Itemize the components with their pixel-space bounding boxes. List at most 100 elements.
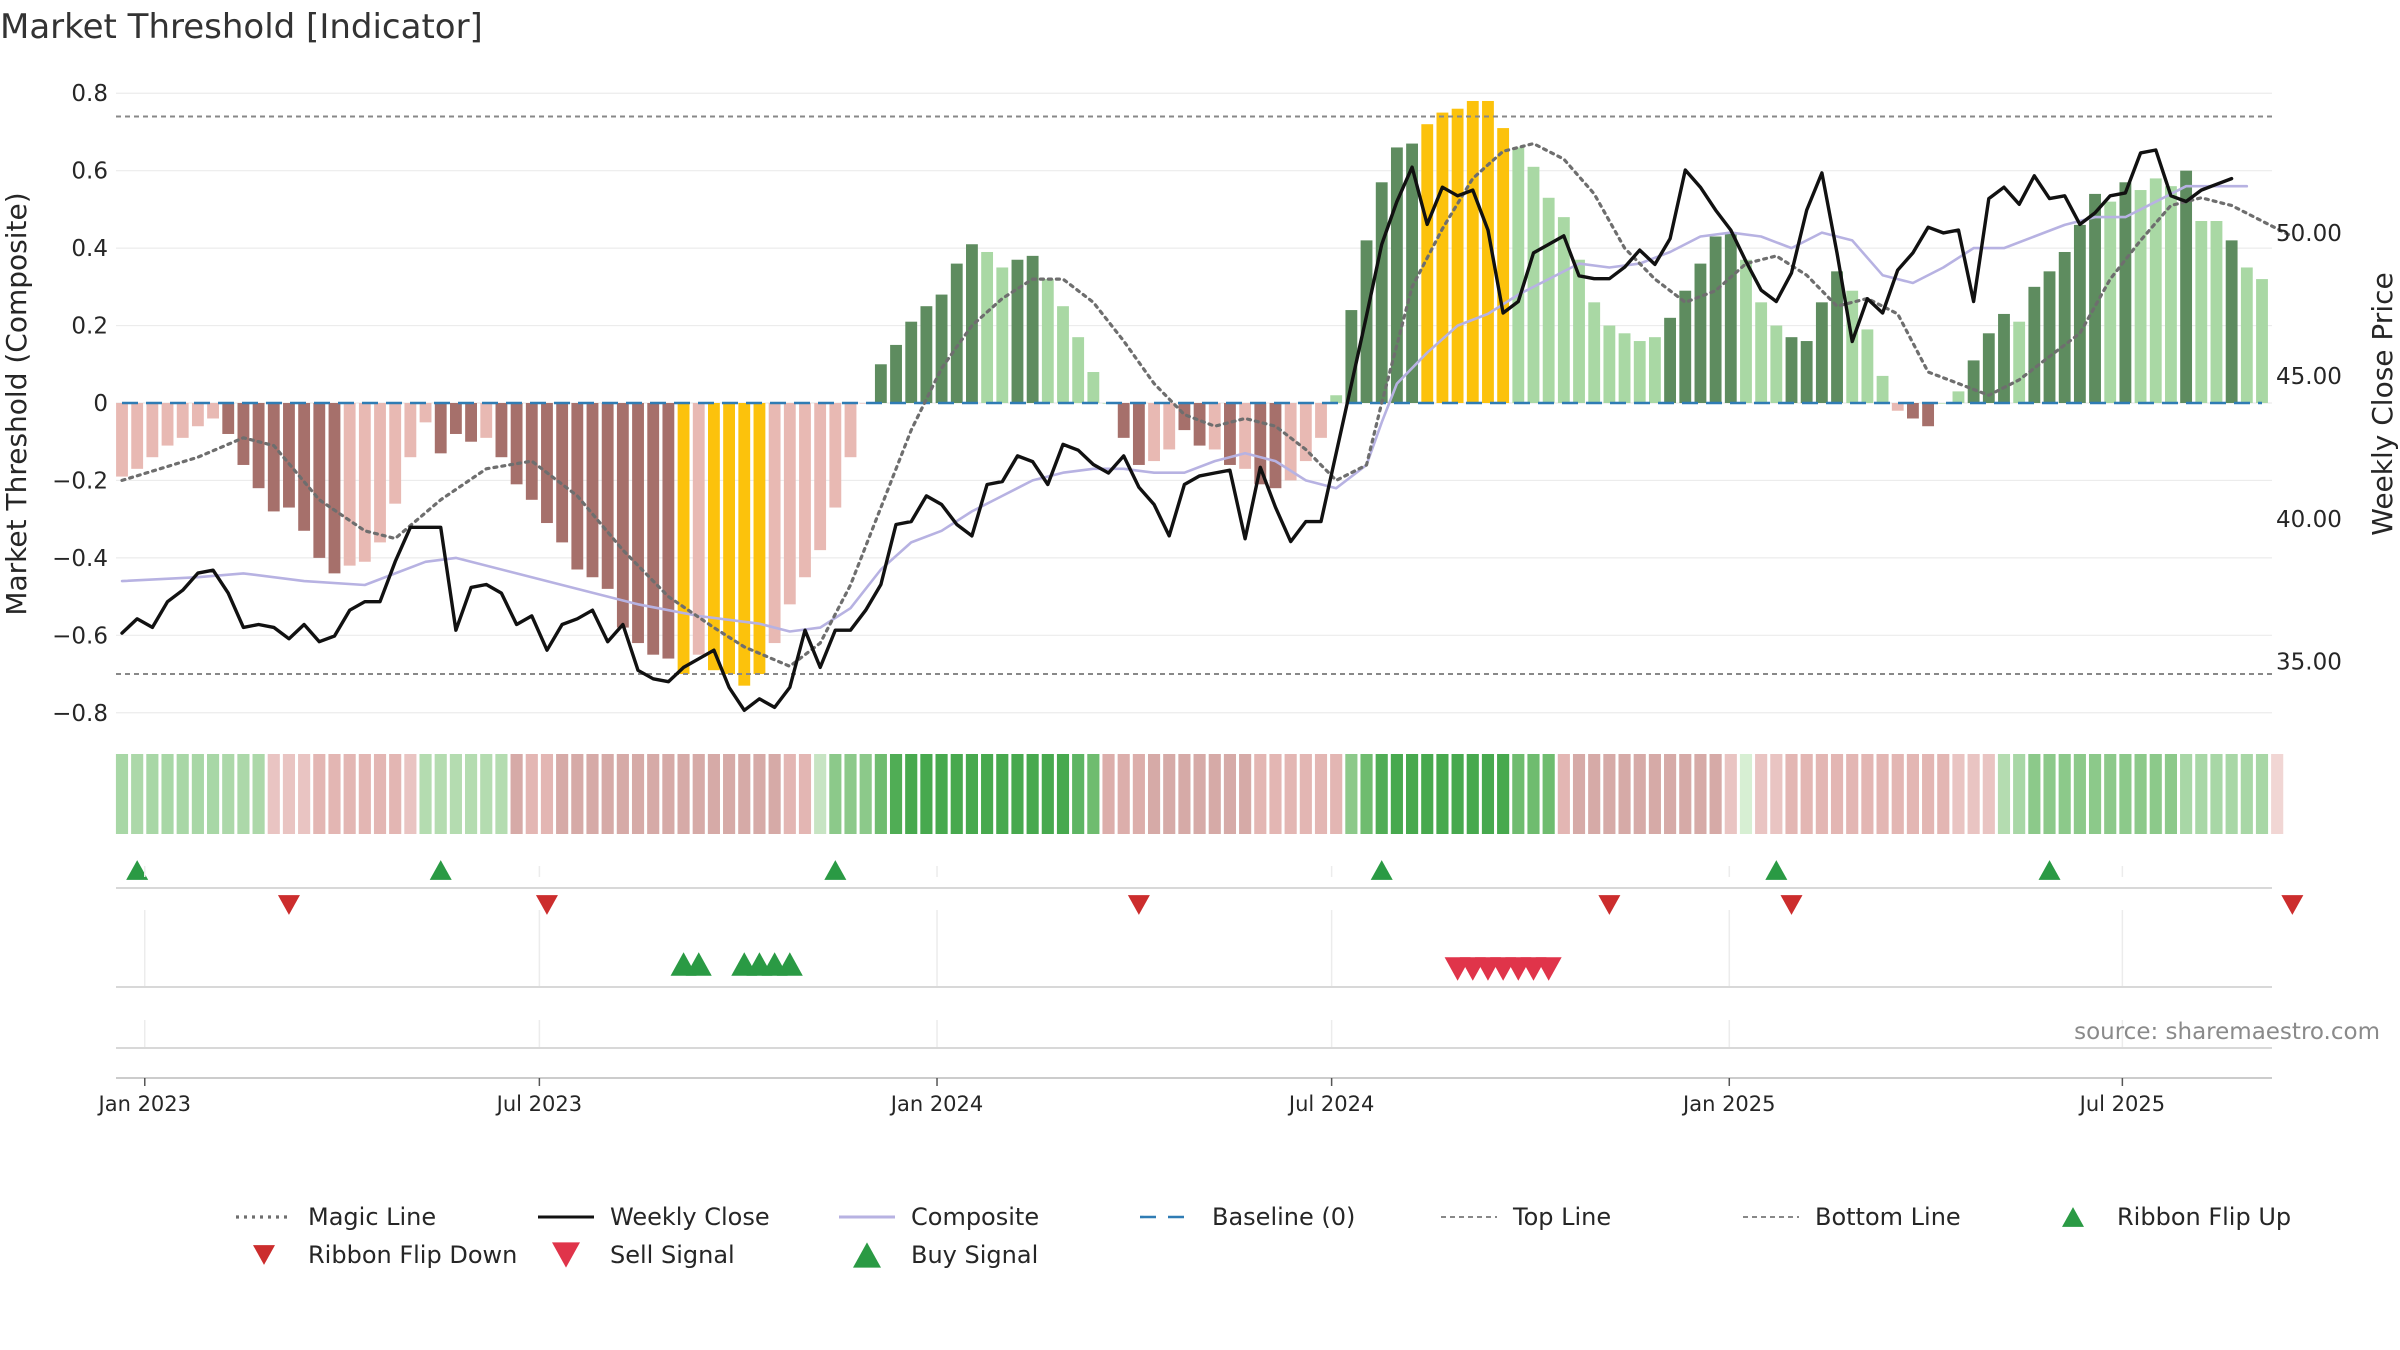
bar	[1193, 403, 1206, 446]
bar	[1132, 403, 1145, 465]
bar	[2149, 178, 2162, 403]
bar	[1406, 143, 1418, 403]
ribbon-cell	[1861, 754, 1874, 834]
bar	[905, 321, 918, 403]
bar	[1269, 403, 1282, 489]
x-tick-label: Jan 2025	[1681, 1092, 1776, 1116]
ribbon-flip-down-marker	[535, 895, 558, 915]
bar	[1482, 100, 1494, 403]
sell-signal-marker	[1535, 957, 1562, 981]
bar	[1876, 375, 1889, 403]
bar	[2256, 279, 2268, 403]
bar	[1390, 147, 1403, 403]
bar	[267, 403, 280, 512]
ribbon-flip-down-marker	[277, 895, 300, 915]
ribbon-cell	[935, 754, 948, 834]
legend-swatch-marker	[2062, 1207, 2084, 1227]
bar	[753, 403, 766, 675]
legend-label: Weekly Close	[610, 1203, 770, 1231]
bar	[480, 403, 493, 438]
bar	[1633, 341, 1646, 403]
ribbon-cell	[556, 754, 569, 834]
bar	[146, 403, 159, 458]
bar	[2043, 271, 2056, 403]
ribbon-cell	[1390, 754, 1403, 834]
bar	[1740, 259, 1752, 403]
ribbon-cell	[343, 754, 356, 834]
bar	[1451, 108, 1464, 403]
ribbon-cell	[1982, 754, 1995, 834]
ribbon-cell	[449, 754, 462, 834]
ribbon-cell	[1011, 754, 1024, 834]
ribbon-cell	[404, 754, 417, 834]
ribbon-cell	[1163, 754, 1176, 834]
ribbon-cell	[1375, 754, 1388, 834]
bar	[131, 403, 144, 469]
legend-label: Ribbon Flip Down	[308, 1241, 517, 1269]
ribbon-cell	[1436, 754, 1449, 834]
ribbon-cell	[2088, 754, 2102, 834]
bar	[434, 403, 447, 454]
ribbon-cell	[1284, 754, 1297, 834]
bar	[1709, 236, 1722, 403]
ribbon-cell	[662, 754, 675, 834]
chart-title: Market Threshold [Indicator]	[0, 7, 483, 47]
bar	[920, 306, 933, 403]
ribbon-cell	[586, 754, 599, 834]
ribbon-cell	[1041, 754, 1054, 834]
ribbon-cell	[2119, 754, 2132, 834]
ribbon-cell	[2164, 754, 2178, 834]
ribbon-cell	[434, 754, 447, 834]
ribbon-cell	[1527, 754, 1540, 834]
ribbon-cell	[2073, 754, 2086, 834]
ribbon-cell	[2240, 754, 2253, 834]
bar	[191, 403, 204, 427]
ribbon-cell	[601, 754, 614, 834]
signal-ribbon	[115, 754, 2284, 834]
ribbon-cell	[1330, 754, 1343, 834]
legend: Magic Line Weekly Close Composite Baseline …	[236, 1203, 2291, 1269]
ribbon-cell	[1557, 754, 1570, 834]
bar	[799, 403, 811, 578]
bar	[1299, 403, 1312, 462]
ribbon-cell	[874, 754, 887, 834]
bar	[1618, 333, 1631, 403]
ribbon-cell	[859, 754, 872, 834]
ribbon-cell	[2028, 754, 2041, 834]
legend-item: Bottom Line	[1743, 1203, 1961, 1231]
ribbon-cell	[2104, 754, 2117, 834]
bar	[738, 403, 751, 686]
ribbon-cell	[1724, 754, 1737, 834]
legend-swatch-marker	[853, 1242, 881, 1268]
ribbon-cell	[1147, 754, 1161, 834]
bar	[495, 403, 508, 458]
ribbon-cell	[1815, 754, 1828, 834]
buy-signal-marker	[685, 952, 712, 976]
bar	[1922, 403, 1935, 427]
left-tick-label: 0	[93, 391, 108, 417]
ribbon-cell	[950, 754, 963, 834]
ribbon-cell	[267, 754, 280, 834]
ribbon-cell	[1132, 754, 1145, 834]
bar	[176, 403, 189, 438]
bar	[1057, 306, 1069, 403]
legend-item: Sell Signal	[552, 1241, 735, 1269]
ribbon-cell	[844, 754, 857, 834]
bar	[2240, 267, 2253, 403]
bar	[1026, 255, 1039, 403]
legend-item: Buy Signal	[853, 1241, 1038, 1269]
ribbon-cell	[1846, 754, 1859, 834]
bar	[1284, 403, 1297, 481]
bar	[844, 403, 857, 458]
ribbon-cell	[1648, 754, 1661, 834]
weekly-close-line	[120, 148, 2234, 712]
ribbon-cell	[1102, 754, 1115, 834]
left-tick-label: −0.2	[52, 468, 108, 494]
ribbon-cell	[1117, 754, 1130, 834]
bar	[996, 267, 1009, 403]
left-tick-label: 0.6	[71, 159, 108, 185]
ribbon-flip-up-marker	[429, 860, 452, 880]
bar	[2134, 190, 2147, 403]
ribbon-cell	[191, 754, 204, 834]
